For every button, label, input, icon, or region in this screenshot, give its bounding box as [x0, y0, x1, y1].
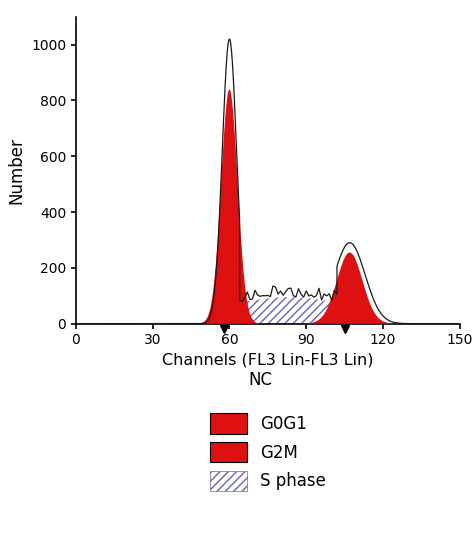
Legend: G0G1, G2M, S phase: G0G1, G2M, S phase — [201, 405, 334, 499]
X-axis label: Channels (FL3 Lin-FL3 Lin): Channels (FL3 Lin-FL3 Lin) — [162, 353, 374, 368]
Y-axis label: Number: Number — [8, 137, 26, 204]
Text: NC: NC — [249, 371, 273, 389]
